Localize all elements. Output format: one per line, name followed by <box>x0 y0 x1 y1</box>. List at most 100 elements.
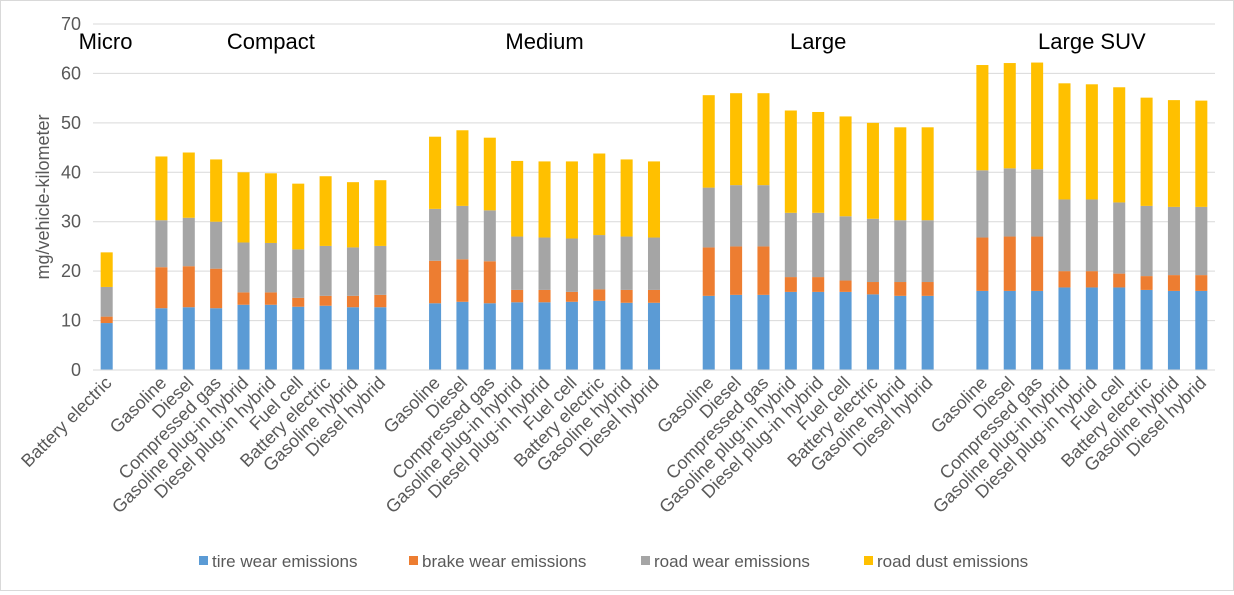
bar-segment-brake-wear <box>976 237 989 291</box>
legend-swatch <box>641 556 650 565</box>
bar-segment-road-dust <box>182 152 195 218</box>
bar-segment-road-wear <box>1003 168 1016 237</box>
bar-segment-tire-wear <box>429 303 442 370</box>
bar-segment-brake-wear <box>812 277 825 292</box>
legend-swatch <box>864 556 873 565</box>
bar-segment-brake-wear <box>1195 275 1208 291</box>
bar-segment-road-dust <box>647 161 661 238</box>
bar-segment-road-dust <box>730 93 743 186</box>
bar-segment-tire-wear <box>264 304 277 370</box>
group-label: Medium <box>505 29 583 54</box>
bar-segment-road-wear <box>374 245 387 295</box>
bar-segment-road-wear <box>456 205 469 260</box>
bar-segment-tire-wear <box>155 308 168 370</box>
bar-segment-road-wear <box>702 187 715 248</box>
bar-segment-brake-wear <box>1113 273 1126 288</box>
bar-segment-brake-wear <box>346 295 359 308</box>
bar-segment-road-dust <box>1031 62 1044 170</box>
bar-segment-brake-wear <box>839 280 852 292</box>
bar-segment-brake-wear <box>182 266 195 308</box>
bar-segment-road-wear <box>100 286 113 317</box>
bar-segment-road-dust <box>1003 63 1016 169</box>
y-axis-label: mg/vehicle-kilometer <box>33 114 53 279</box>
bar-segment-tire-wear <box>1003 290 1016 370</box>
bar-segment-brake-wear <box>1031 236 1044 291</box>
bar-segment-road-dust <box>456 130 469 206</box>
bar-segment-road-wear <box>620 236 633 290</box>
bar-segment-tire-wear <box>866 294 879 370</box>
bar-segment-brake-wear <box>647 289 661 303</box>
bar-segment-brake-wear <box>374 294 387 308</box>
bar-segment-brake-wear <box>319 295 332 306</box>
bar-segment-road-dust <box>593 153 606 236</box>
bar-segment-road-wear <box>1113 202 1126 274</box>
bar-segment-road-wear <box>593 235 606 290</box>
bar-segment-brake-wear <box>565 291 578 302</box>
bar-segment-tire-wear <box>730 294 743 370</box>
bar-segment-road-wear <box>730 185 743 247</box>
bar-segment-road-dust <box>319 176 332 246</box>
bar-segment-tire-wear <box>620 302 633 370</box>
y-tick-label: 20 <box>61 261 81 281</box>
bar-segment-road-wear <box>866 218 879 283</box>
bar-segment-road-dust <box>346 182 359 248</box>
bar-segment-tire-wear <box>374 307 387 370</box>
bar-segment-tire-wear <box>511 302 524 370</box>
bar-segment-road-dust <box>483 137 496 211</box>
bar-segment-road-dust <box>100 252 113 287</box>
bar-segment-brake-wear <box>702 247 715 296</box>
bar-segment-road-dust <box>210 159 223 222</box>
group-label: Compact <box>227 29 315 54</box>
y-tick-label: 0 <box>71 360 81 380</box>
bar-segment-brake-wear <box>894 282 907 296</box>
bar-segment-road-wear <box>894 220 907 283</box>
legend-label: road dust emissions <box>877 552 1028 571</box>
bar-segment-road-wear <box>346 247 359 296</box>
bar-segment-road-wear <box>155 220 168 268</box>
bar-segment-brake-wear <box>511 289 524 303</box>
bar-segment-tire-wear <box>1058 287 1071 370</box>
category-label: Battery electric <box>17 373 115 471</box>
bar-segment-tire-wear <box>292 306 305 370</box>
bar-segment-tire-wear <box>346 307 359 370</box>
bar-segment-tire-wear <box>182 307 195 370</box>
y-tick-label: 50 <box>61 113 81 133</box>
bar-segment-road-wear <box>511 236 524 290</box>
bar-segment-road-dust <box>538 161 551 238</box>
bar-segment-road-dust <box>866 122 879 219</box>
bar-segment-road-wear <box>1195 206 1208 276</box>
bar-segment-road-wear <box>429 208 442 261</box>
bar-segment-road-wear <box>182 217 195 267</box>
bar-segment-road-wear <box>921 220 934 283</box>
bar-segment-road-dust <box>374 180 387 246</box>
bar-segment-tire-wear <box>1195 290 1208 370</box>
bar-segment-brake-wear <box>456 259 469 302</box>
bar-segment-tire-wear <box>894 295 907 370</box>
bar-segment-tire-wear <box>100 323 113 370</box>
bar-segment-tire-wear <box>1085 287 1098 370</box>
axes: 0 10 20 30 40 50 60 70 <box>61 14 1215 380</box>
bar-segment-brake-wear <box>1167 275 1180 291</box>
bar-segment-tire-wear <box>1140 289 1153 370</box>
bar-segment-brake-wear <box>1085 271 1098 288</box>
bar-segment-brake-wear <box>483 261 496 304</box>
bar-segment-road-wear <box>1167 206 1180 276</box>
bar-segment-brake-wear <box>784 277 797 292</box>
bar-segment-tire-wear <box>784 291 797 370</box>
bar-segment-road-dust <box>237 172 250 243</box>
bar-segment-tire-wear <box>1167 290 1180 370</box>
bar-segment-road-dust <box>565 161 578 239</box>
bar-segment-brake-wear <box>730 246 743 295</box>
bar-segment-road-wear <box>1140 205 1153 277</box>
bar-segment-brake-wear <box>264 292 277 305</box>
bar-segment-road-wear <box>784 212 797 278</box>
bar-segment-road-dust <box>1140 97 1153 206</box>
bar-segment-brake-wear <box>921 282 934 296</box>
bar-segment-brake-wear <box>210 268 223 309</box>
bar-segment-road-wear <box>237 242 250 293</box>
bar-segment-road-wear <box>1058 199 1071 272</box>
legend: tire wear emissions brake wear emissions r… <box>199 552 1028 571</box>
bar-segment-road-wear <box>319 245 332 296</box>
